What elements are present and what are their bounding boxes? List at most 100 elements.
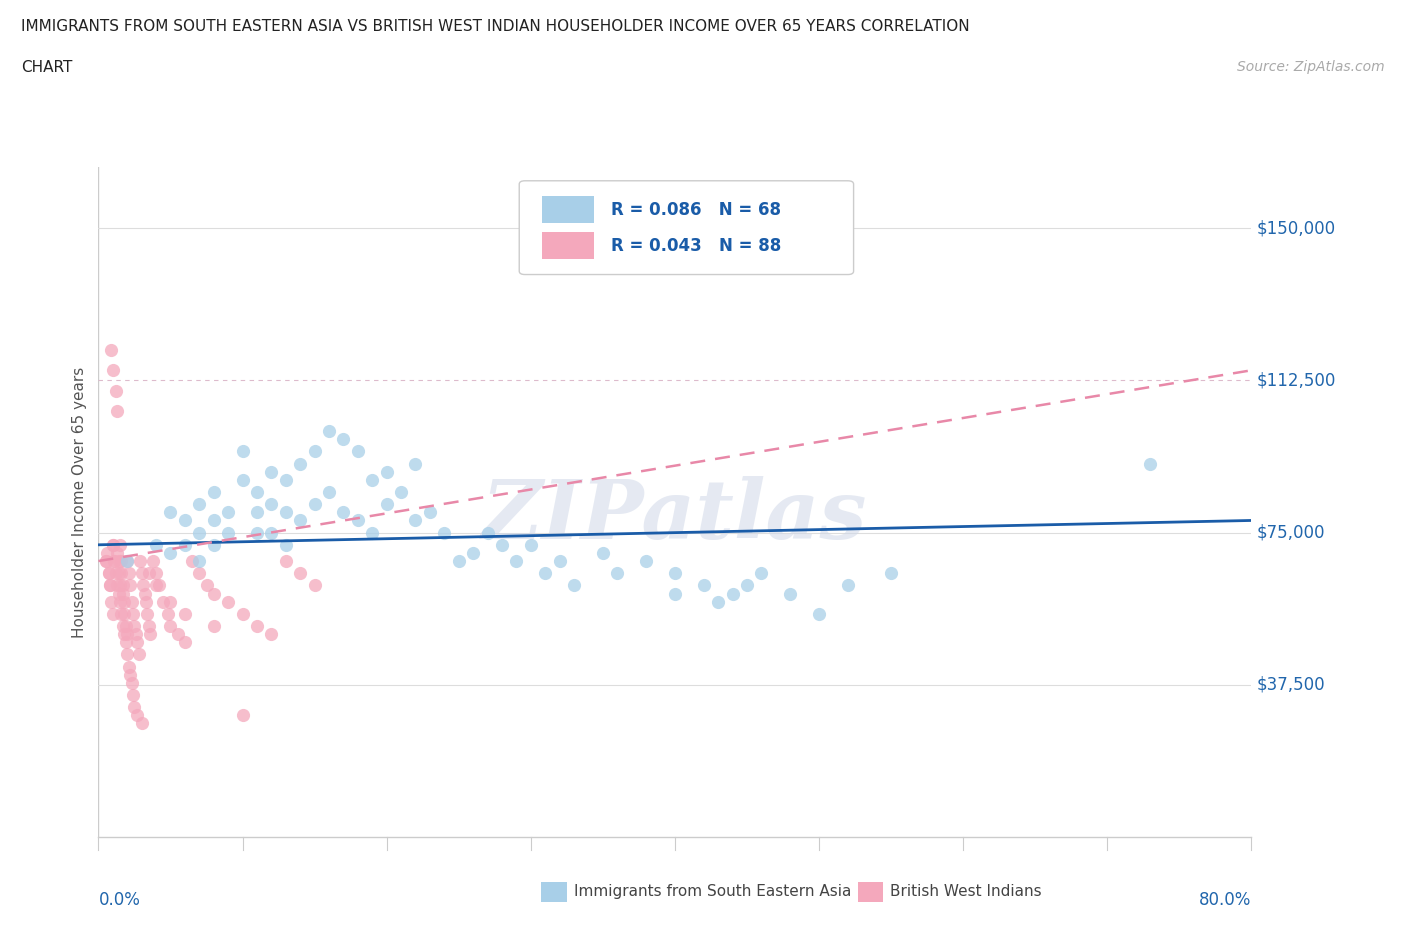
Point	[98, 578, 121, 592]
Point	[260, 464, 283, 479]
Point	[105, 578, 128, 592]
Point	[139, 627, 162, 642]
Point	[120, 667, 142, 682]
Point	[131, 716, 153, 731]
Point	[104, 383, 127, 398]
Point	[505, 553, 527, 568]
Point	[127, 635, 149, 650]
Point	[166, 627, 188, 642]
Point	[419, 505, 441, 520]
Point	[117, 647, 138, 662]
Point	[97, 565, 120, 580]
Point	[636, 553, 658, 568]
Point	[202, 586, 225, 601]
Point	[112, 627, 135, 642]
Point	[332, 432, 354, 446]
Point	[104, 565, 127, 580]
Point	[274, 538, 297, 552]
Point	[188, 553, 211, 568]
Point	[121, 594, 143, 609]
Point	[127, 708, 149, 723]
Point	[274, 553, 297, 568]
Point	[246, 505, 269, 520]
Point	[231, 444, 254, 458]
Point	[304, 444, 326, 458]
Point	[111, 618, 134, 633]
Point	[124, 699, 146, 714]
Point	[735, 578, 758, 592]
Point	[94, 553, 117, 568]
Point	[260, 525, 283, 540]
Point	[159, 505, 181, 520]
Point	[202, 618, 225, 633]
Point	[274, 505, 297, 520]
Point	[246, 618, 269, 633]
Point	[188, 497, 211, 512]
Point	[375, 464, 398, 479]
Point	[125, 627, 148, 642]
Point	[664, 586, 686, 601]
Point	[405, 457, 427, 472]
Text: Immigrants from South Eastern Asia: Immigrants from South Eastern Asia	[574, 884, 851, 899]
Point	[148, 578, 170, 592]
Point	[837, 578, 859, 592]
Text: 80.0%: 80.0%	[1199, 891, 1251, 909]
Point	[290, 565, 312, 580]
Point	[751, 565, 773, 580]
Point	[105, 404, 128, 418]
Point	[181, 553, 204, 568]
Point	[174, 538, 197, 552]
Point	[131, 565, 153, 580]
Point	[118, 565, 141, 580]
Point	[477, 525, 499, 540]
Text: $150,000: $150,000	[1257, 219, 1336, 237]
Point	[100, 342, 122, 357]
Point	[534, 565, 557, 580]
Text: IMMIGRANTS FROM SOUTH EASTERN ASIA VS BRITISH WEST INDIAN HOUSEHOLDER INCOME OVE: IMMIGRANTS FROM SOUTH EASTERN ASIA VS BR…	[21, 19, 970, 33]
Point	[433, 525, 456, 540]
Point	[108, 594, 131, 609]
Point	[97, 565, 120, 580]
Point	[108, 538, 131, 552]
Point	[693, 578, 716, 592]
Text: Source: ZipAtlas.com: Source: ZipAtlas.com	[1237, 60, 1385, 74]
Text: R = 0.086   N = 68: R = 0.086 N = 68	[612, 201, 782, 219]
Point	[1139, 457, 1161, 472]
Point	[124, 618, 146, 633]
Point	[132, 578, 155, 592]
Point	[721, 586, 744, 601]
Text: $37,500: $37,500	[1257, 676, 1326, 694]
Point	[117, 553, 138, 568]
Point	[174, 606, 197, 621]
Point	[159, 594, 181, 609]
Point	[100, 594, 122, 609]
Point	[110, 553, 132, 568]
Point	[346, 513, 368, 528]
Point	[94, 553, 117, 568]
Text: ZIPatlas: ZIPatlas	[482, 475, 868, 555]
Y-axis label: Householder Income Over 65 years: Householder Income Over 65 years	[72, 366, 87, 638]
Point	[202, 513, 225, 528]
Point	[110, 606, 132, 621]
Point	[118, 659, 141, 674]
Text: $75,000: $75,000	[1257, 524, 1326, 541]
Point	[217, 505, 239, 520]
Point	[174, 635, 197, 650]
Point	[120, 578, 142, 592]
Text: British West Indians: British West Indians	[890, 884, 1042, 899]
Point	[461, 546, 484, 561]
Point	[101, 606, 124, 621]
Point	[145, 578, 167, 592]
Point	[122, 687, 145, 702]
Point	[96, 546, 118, 561]
Point	[361, 472, 384, 487]
Point	[117, 553, 138, 568]
Point	[134, 586, 156, 601]
Point	[103, 553, 125, 568]
Point	[112, 606, 135, 621]
Point	[548, 553, 571, 568]
Point	[880, 565, 903, 580]
Point	[188, 525, 211, 540]
Point	[318, 485, 340, 499]
Point	[217, 594, 239, 609]
